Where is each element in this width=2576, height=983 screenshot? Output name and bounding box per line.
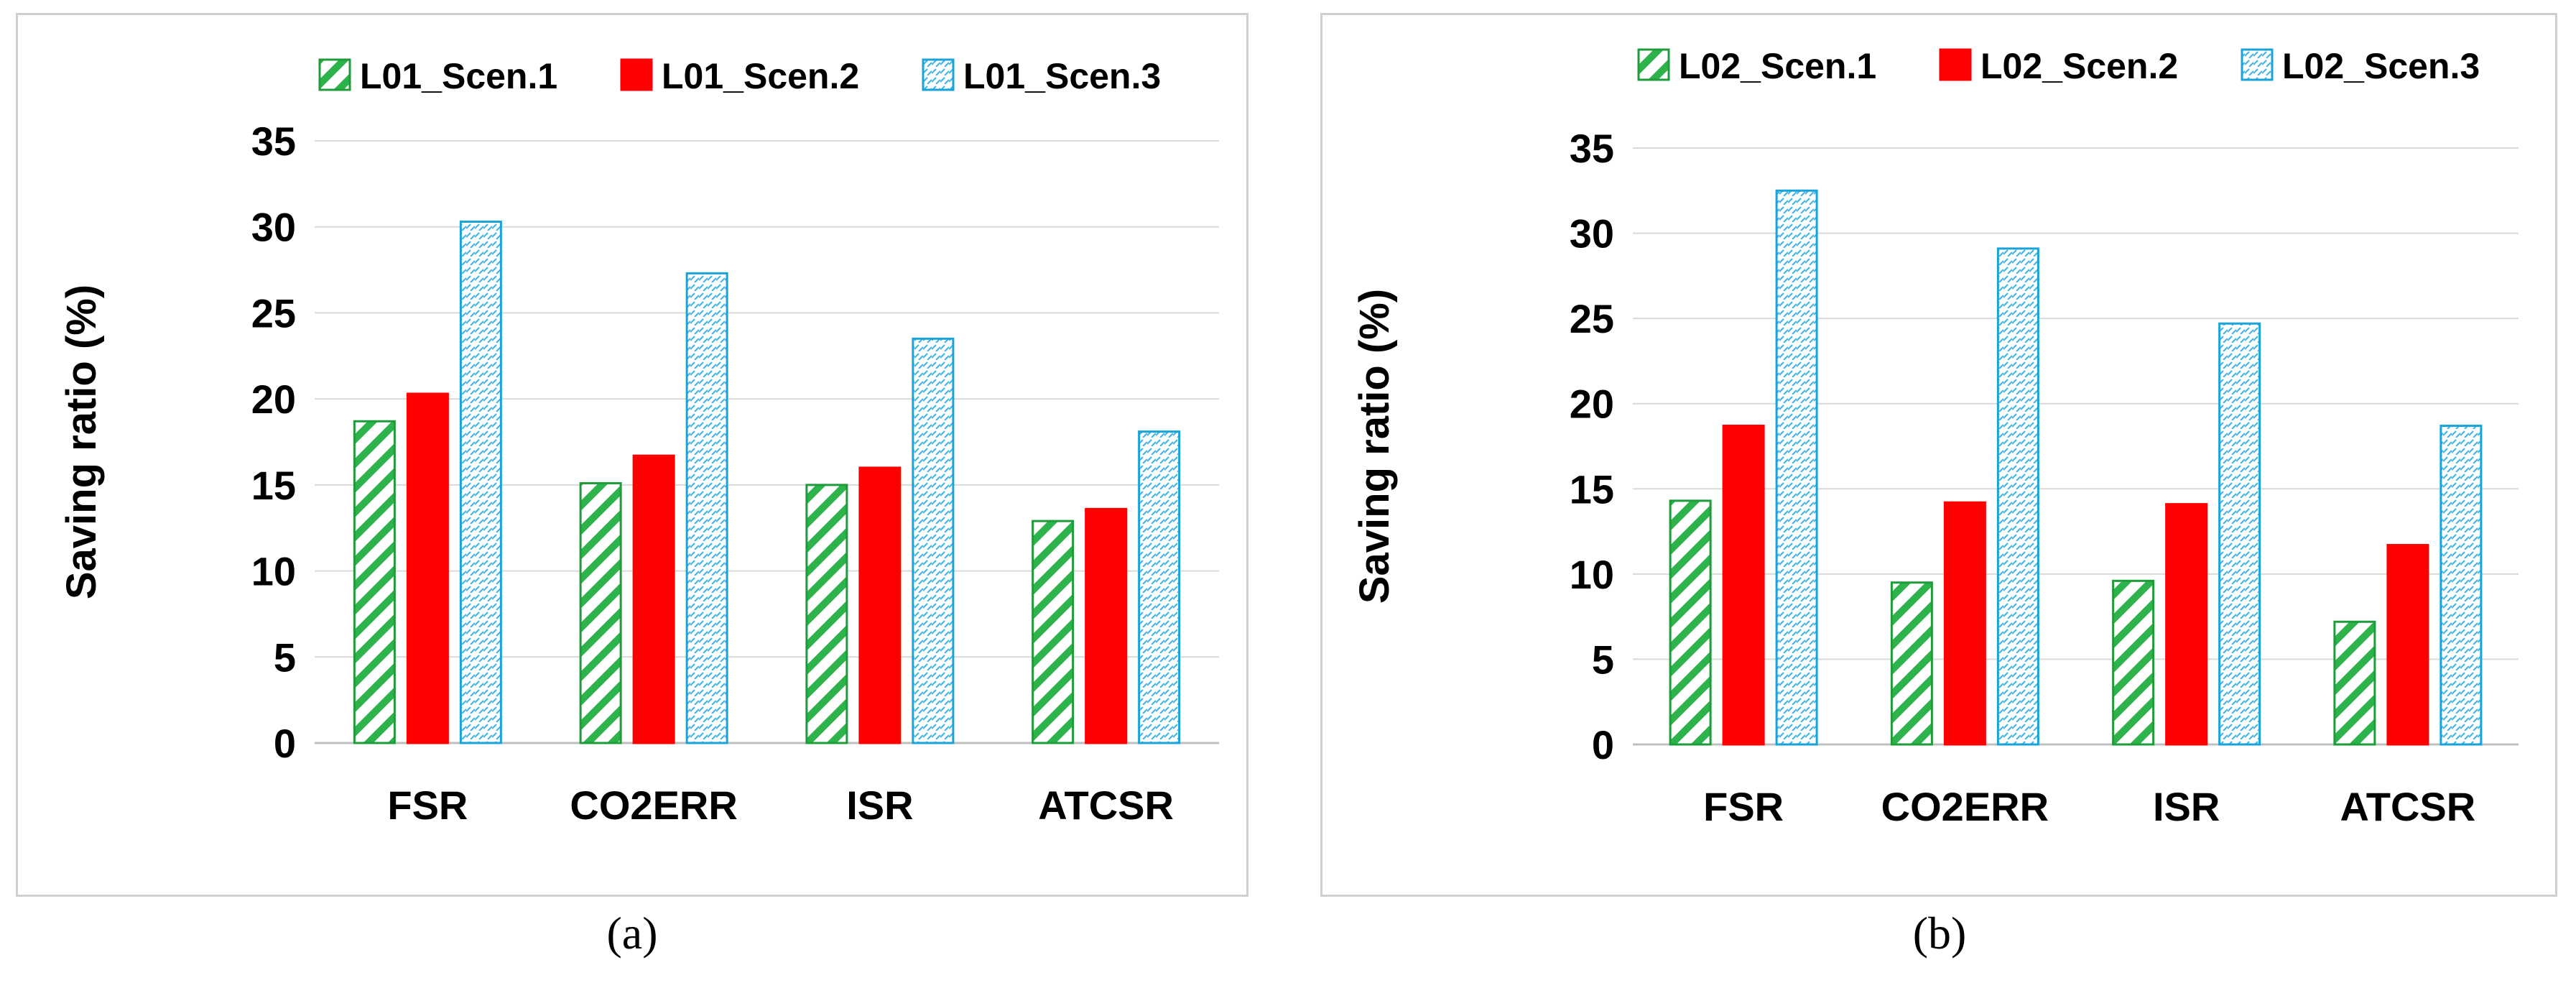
legend-swatch-l01-scen-3	[922, 58, 955, 91]
y-tick-label: 20	[1570, 382, 1614, 427]
bar-l01-scen-1-isr	[805, 484, 848, 744]
y-axis-title: Saving ratio (%)	[58, 285, 105, 599]
x-category-label: CO2ERR	[1881, 784, 2049, 829]
bar-l01-scen-2-fsr	[406, 392, 449, 744]
panel-caption-b: (b)	[1912, 908, 1967, 959]
bar-l01-scen-3-fsr	[459, 221, 502, 744]
y-tick-label: 35	[251, 119, 296, 164]
y-tick-label: 10	[251, 549, 296, 594]
legend-swatch-l01-scen-2	[620, 58, 653, 91]
x-category-label: ATCSR	[2340, 784, 2476, 829]
bar-l01-scen-3-isr	[912, 337, 955, 744]
bar-l02-scen-2-fsr	[1722, 425, 1765, 746]
legend-label: L02_Scen.3	[2282, 46, 2480, 86]
panel-caption-a: (a)	[606, 908, 658, 959]
y-tick-label: 30	[251, 205, 296, 250]
bar-l01-scen-3-atcsr	[1138, 430, 1181, 744]
y-tick-label: 0	[274, 721, 296, 766]
y-tick-label: 15	[251, 463, 296, 508]
bar-l02-scen-2-atcsr	[2386, 544, 2429, 746]
bar-l02-scen-1-co2err	[1890, 581, 1933, 746]
chart-panel-b: 0 5 10 15 20 25 30 35 Saving ratio (%) FSR CO2ERR I…	[1320, 13, 2557, 897]
bar-l02-scen-1-atcsr	[2333, 620, 2376, 746]
legend-label: L02_Scen.2	[1980, 46, 2178, 86]
y-axis-title: Saving ratio (%)	[1351, 289, 1398, 604]
x-category-label: FSR	[387, 783, 468, 828]
chart-panel-a: 0 5 10 15 20 25 30 35 Saving ratio (%) FSR CO2ERR I…	[16, 13, 1248, 897]
legend-label: L01_Scen.1	[360, 56, 557, 96]
y-tick-label: 5	[274, 634, 296, 680]
legend-label: L01_Scen.3	[963, 56, 1161, 96]
y-tick-label: 30	[1570, 211, 1614, 257]
x-category-label: ATCSR	[1038, 783, 1174, 828]
bar-chart-a: 0 5 10 15 20 25 30 35 Saving ratio (%) FSR CO2ERR I…	[58, 56, 1219, 828]
legend-label: L02_Scen.1	[1679, 46, 1876, 86]
y-tick-label: 35	[1570, 126, 1614, 171]
legend-swatch-l01-scen-1	[318, 58, 351, 91]
y-tick-label: 25	[1570, 296, 1614, 341]
legend-label: L01_Scen.2	[662, 56, 859, 96]
bar-l01-scen-2-co2err	[632, 454, 675, 744]
bar-l02-scen-1-isr	[2112, 579, 2155, 746]
x-category-label: ISR	[2153, 784, 2220, 829]
bar-l02-scen-2-isr	[2165, 503, 2208, 746]
bar-l02-scen-1-fsr	[1669, 499, 1712, 746]
y-tick-label: 20	[251, 377, 296, 422]
legend-swatch-l02-scen-1	[1637, 48, 1670, 81]
legend-swatch-l02-scen-3	[2241, 48, 2274, 81]
y-tick-label: 0	[1592, 722, 1614, 767]
bar-l01-scen-1-fsr	[353, 420, 396, 744]
bar-l01-scen-1-co2err	[579, 481, 622, 744]
legend-swatch-l02-scen-2	[1939, 48, 1972, 81]
y-tick-label: 15	[1570, 466, 1614, 512]
x-category-label: ISR	[846, 783, 913, 828]
y-tick-label: 10	[1570, 552, 1614, 597]
x-category-label: FSR	[1703, 784, 1784, 829]
bar-l01-scen-3-co2err	[685, 272, 728, 744]
bar-l02-scen-2-co2err	[1943, 501, 1986, 746]
bar-l01-scen-2-isr	[858, 466, 902, 744]
bar-l01-scen-1-atcsr	[1032, 520, 1075, 744]
bar-l02-scen-3-co2err	[1996, 247, 2039, 746]
bar-l02-scen-3-fsr	[1775, 189, 1818, 746]
bar-chart-b: 0 5 10 15 20 25 30 35 Saving ratio (%) FSR CO2ERR I…	[1351, 46, 2519, 829]
bar-l02-scen-3-atcsr	[2440, 425, 2483, 746]
bar-l01-scen-2-atcsr	[1085, 507, 1128, 744]
y-tick-label: 25	[251, 290, 296, 336]
bar-l02-scen-3-isr	[2218, 322, 2261, 746]
x-category-label: CO2ERR	[570, 783, 737, 828]
y-tick-label: 5	[1592, 637, 1614, 682]
